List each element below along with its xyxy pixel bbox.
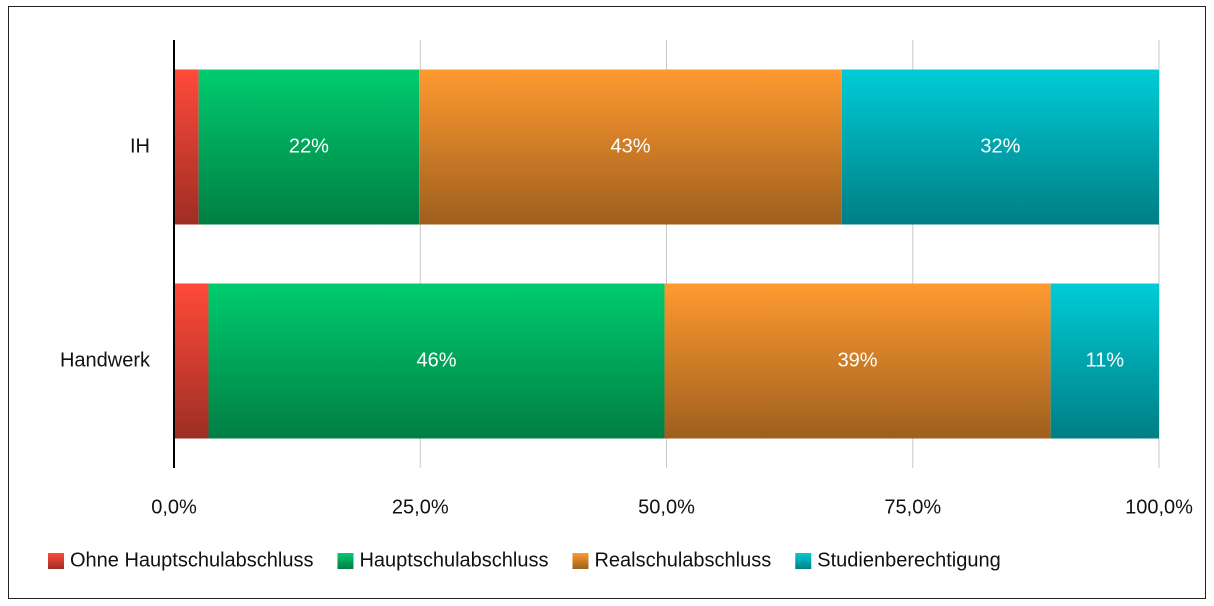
- x-tick-label: 25,0%: [392, 496, 449, 518]
- legend-swatch: [48, 553, 64, 569]
- legend-swatch: [795, 553, 812, 569]
- bar-segment: [198, 69, 420, 225]
- data-label: 22%: [289, 135, 329, 157]
- x-tick-label: 75,0%: [884, 496, 941, 518]
- legend-label: Ohne Hauptschulabschluss: [70, 549, 313, 571]
- legend-label: Hauptschulabschluss: [359, 549, 548, 571]
- bar-segment: [841, 69, 1159, 225]
- bar-segment: [419, 69, 842, 225]
- data-label: 32%: [980, 135, 1020, 157]
- legend-label: Realschulabschluss: [594, 549, 771, 571]
- x-tick-label: 100,0%: [1125, 496, 1193, 518]
- legend-swatch: [572, 553, 589, 569]
- bar-segment: [174, 69, 199, 225]
- y-tick-label: IH: [130, 135, 150, 157]
- bar-segment: [208, 283, 665, 439]
- legend-swatch: [337, 553, 354, 569]
- legend-label: Studienberechtigung: [817, 549, 1000, 571]
- x-tick-label: 50,0%: [638, 496, 695, 518]
- bar-segment: [664, 283, 1051, 439]
- y-tick-label: Handwerk: [60, 349, 151, 371]
- bar-segment: [174, 283, 209, 439]
- data-label: 46%: [416, 349, 456, 371]
- data-label: 11%: [1086, 349, 1125, 371]
- bar-segment: [1050, 283, 1159, 439]
- data-label: 43%: [611, 135, 651, 157]
- x-tick-label: 0,0%: [151, 496, 197, 518]
- data-label: 39%: [838, 349, 878, 371]
